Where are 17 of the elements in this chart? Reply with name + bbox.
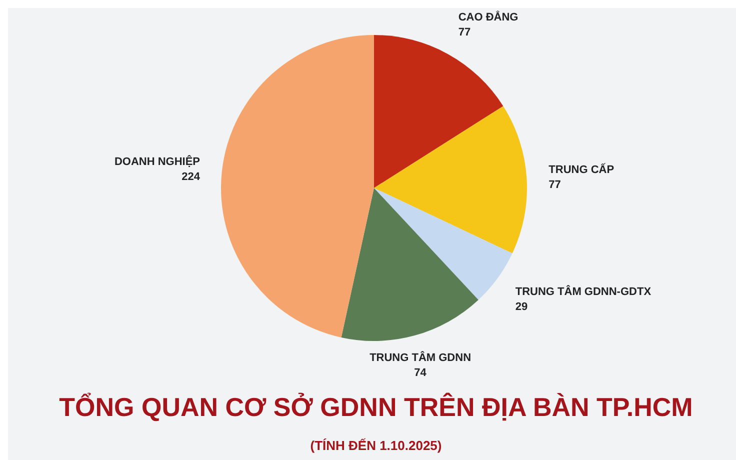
slice-label: CAO ĐẲNG	[458, 10, 518, 24]
text: TỔNG QUAN CƠ SỞ GDNN TRÊN ĐỊA BÀN TP.HCM	[59, 392, 693, 422]
data-label: 77	[548, 179, 561, 192]
pie-slice	[341, 188, 478, 341]
data-label: 29	[515, 301, 528, 314]
text: (TÍNH ĐẾN 1.10.2025)	[310, 438, 442, 453]
data-label: 77	[458, 26, 471, 39]
data-label: 74	[414, 366, 428, 379]
pie-slice	[374, 35, 504, 188]
data-label: 224	[182, 171, 201, 184]
slice-label: TRUNG CẤP	[548, 163, 614, 176]
pie-slice	[374, 188, 512, 300]
slice-label: TRUNG TÂM GDNN	[370, 350, 472, 364]
pie-slice	[374, 106, 527, 254]
slice-label: DOANH NGHIỆP	[114, 155, 200, 168]
pie-slice	[221, 35, 374, 338]
slice-label: TRUNG TÂM GDNN-GDTX	[515, 285, 652, 298]
